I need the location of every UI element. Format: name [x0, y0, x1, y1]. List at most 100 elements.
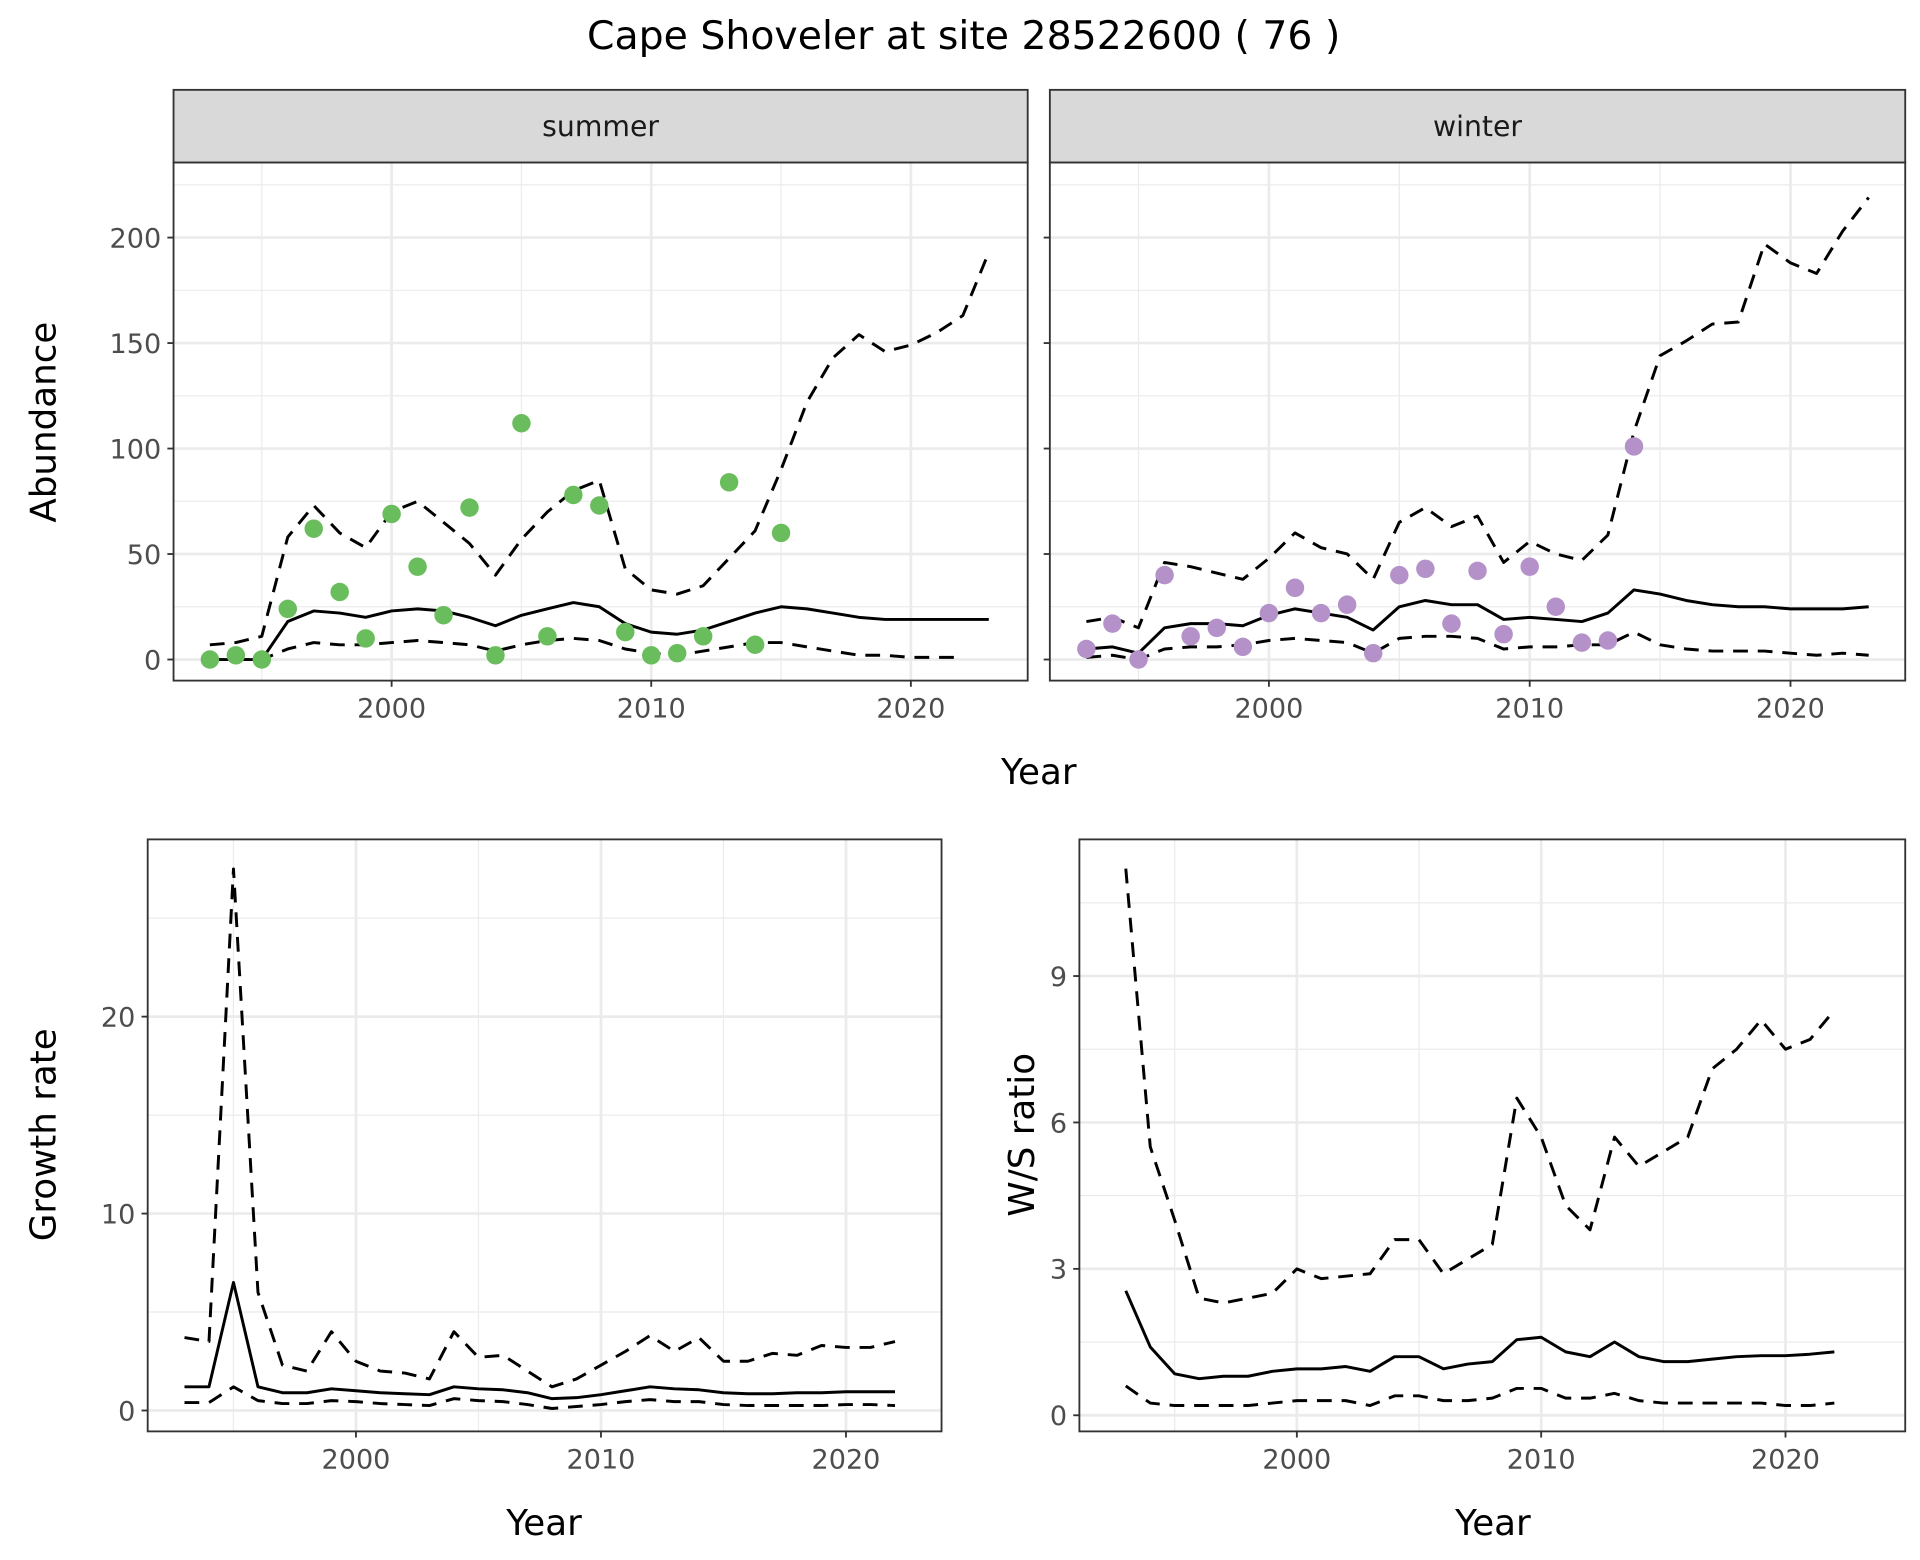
panel-ratio: 2000 2010 2020 0 3 6 9: [1050, 838, 1907, 1475]
panel-winter: 2000 2010 2020 winter: [1043, 88, 1907, 725]
y-tick-label: 9: [1050, 962, 1067, 993]
data-point: [538, 627, 557, 646]
series-lower-line: [1086, 630, 1869, 662]
data-point: [330, 582, 349, 602]
x-tick-label: 2000: [1262, 1444, 1331, 1475]
y-tick-label: 20: [101, 1002, 135, 1033]
y-tick-label: 10: [101, 1199, 135, 1230]
y-tick-label: 3: [1050, 1255, 1067, 1286]
data-point: [771, 523, 791, 543]
series-upper-line: [184, 867, 896, 1389]
x-tick-label: 2020: [1756, 694, 1825, 725]
data-point: [1546, 597, 1566, 617]
series-upper-line: [209, 251, 991, 647]
data-point: [1337, 595, 1357, 614]
chart-title: Cape Shoveler at site 28522600 ( 76 ): [587, 13, 1340, 59]
y-tick-label: 50: [127, 540, 161, 571]
data-point: [1416, 559, 1435, 579]
x-tick-label: 2000: [357, 694, 426, 725]
series-lower-line: [184, 1385, 896, 1410]
data-point: [486, 646, 505, 665]
y-tick-label: 200: [110, 223, 162, 254]
panel-summer: 2000 2010 2020 0 50 100 150 200 summer: [110, 88, 1029, 725]
series-upper-line: [1086, 196, 1870, 630]
plot-background: [147, 839, 942, 1432]
data-point: [382, 504, 401, 524]
ratio-x-axis-title: Year: [1454, 1503, 1531, 1544]
data-point: [460, 498, 479, 517]
data-point: [1520, 557, 1539, 576]
facet-strip: [172, 88, 1029, 164]
top-x-axis-title: Year: [1000, 752, 1077, 793]
data-point: [1468, 561, 1487, 581]
data-point: [693, 627, 713, 646]
data-point: [590, 496, 609, 515]
data-point: [719, 473, 739, 492]
data-point: [1390, 565, 1409, 585]
data-point: [1624, 437, 1644, 456]
top-y-axis-title: Abundance: [23, 322, 64, 523]
data-point: [1155, 565, 1174, 585]
y-tick-label: 6: [1050, 1108, 1067, 1139]
series-estimate-line: [209, 601, 989, 662]
data-point: [1494, 624, 1513, 644]
data-point: [200, 650, 220, 669]
data-point: [278, 599, 298, 619]
y-tick-label: 0: [1050, 1401, 1067, 1432]
x-tick-label: 2020: [876, 694, 945, 725]
facet-strip: [1048, 88, 1907, 164]
plot-background: [1049, 162, 1906, 681]
data-point: [1129, 650, 1148, 669]
data-point: [226, 646, 246, 665]
data-point: [616, 622, 635, 642]
x-tick-label: 2000: [1234, 694, 1303, 725]
y-tick-label: 0: [118, 1396, 135, 1427]
growth-x-axis-title: Year: [505, 1503, 582, 1544]
series-estimate-line: [1124, 1290, 1835, 1381]
panel-border: [146, 838, 943, 1433]
data-point: [1363, 643, 1383, 663]
data-point: [1598, 631, 1618, 650]
plot-background: [1079, 839, 1906, 1432]
x-tick-label: 2020: [1751, 1444, 1820, 1475]
x-tick-label: 2010: [1507, 1444, 1576, 1475]
data-point: [1077, 639, 1096, 659]
data-point: [1233, 637, 1253, 657]
data-point: [356, 629, 375, 648]
data-point: [512, 413, 531, 433]
growth-y-axis-title: Growth rate: [23, 1028, 64, 1241]
series-estimate-line: [184, 1280, 896, 1401]
data-point: [1103, 614, 1122, 633]
data-point: [408, 557, 427, 576]
data-point: [1181, 627, 1200, 646]
plot-background: [173, 162, 1028, 681]
data-point: [745, 635, 765, 654]
y-tick-label: 100: [110, 434, 162, 465]
y-tick-label: 0: [144, 645, 161, 676]
series-lower-line: [209, 636, 963, 662]
x-tick-label: 2010: [567, 1444, 636, 1475]
data-point: [304, 519, 323, 538]
data-point: [667, 643, 687, 663]
panel-growth: 2000 2010 2020 0 10 20: [101, 838, 943, 1475]
panel-border: [1078, 838, 1907, 1433]
facet-strip-label: winter: [1433, 110, 1522, 143]
ratio-y-axis-title: W/S ratio: [1002, 1053, 1043, 1217]
x-tick-label: 2020: [812, 1444, 881, 1475]
data-point: [1572, 633, 1592, 652]
series-lower-line: [1124, 1384, 1835, 1408]
x-tick-label: 2010: [1495, 694, 1564, 725]
data-point: [252, 650, 272, 669]
data-point: [434, 605, 453, 625]
x-tick-label: 2010: [617, 694, 686, 725]
y-tick-label: 150: [110, 329, 162, 360]
data-point: [564, 485, 583, 505]
data-point: [1259, 603, 1279, 623]
data-point: [1442, 614, 1461, 633]
data-point: [1311, 603, 1331, 623]
x-tick-label: 2000: [322, 1444, 391, 1475]
data-point: [1207, 618, 1226, 638]
series-upper-line: [1124, 868, 1836, 1305]
facet-strip-label: summer: [542, 110, 659, 143]
